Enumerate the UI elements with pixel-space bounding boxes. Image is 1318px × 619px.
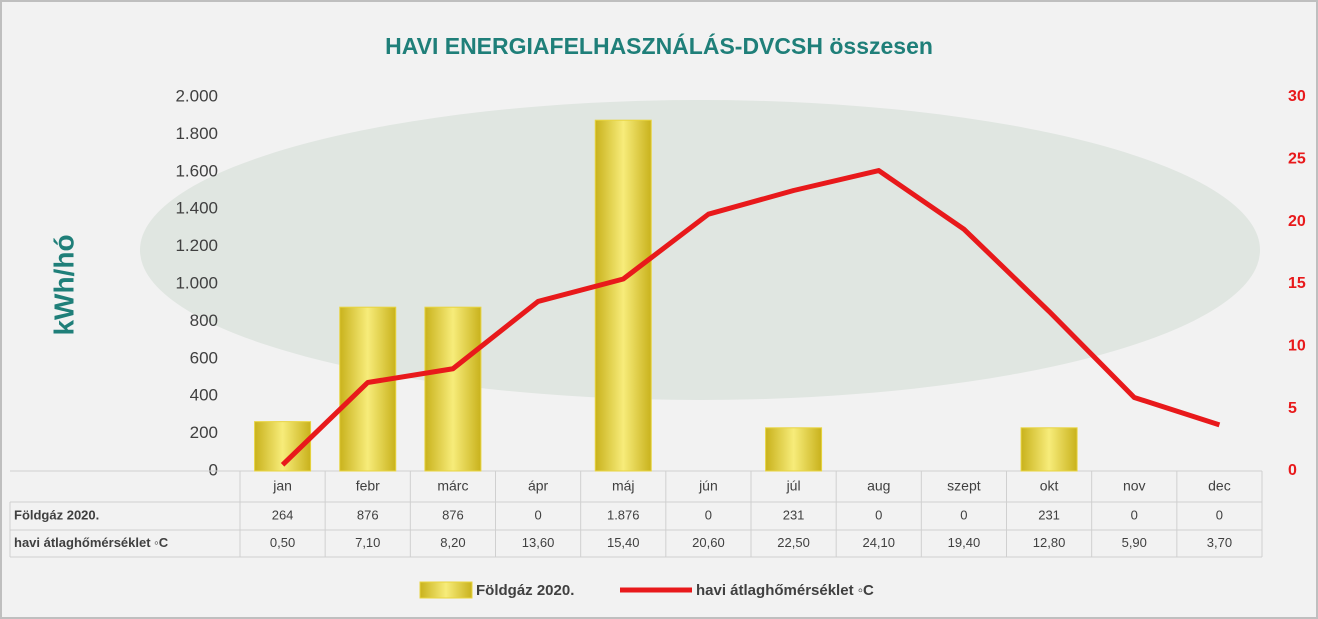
table-value: 8,20 bbox=[440, 535, 465, 550]
x-tick-label: máj bbox=[612, 478, 635, 494]
x-tick-label: márc bbox=[437, 478, 468, 494]
table-value: 0 bbox=[875, 507, 882, 522]
table-value: 12,80 bbox=[1033, 535, 1066, 550]
x-tick-label: febr bbox=[356, 478, 380, 494]
y-axis-label: kWh/hó bbox=[48, 234, 79, 335]
y-tick-label: 2.000 bbox=[175, 86, 218, 105]
y-tick-label: 1.400 bbox=[175, 199, 218, 218]
bar bbox=[1021, 428, 1077, 471]
x-tick-label: nov bbox=[1123, 478, 1146, 494]
chart-title: HAVI ENERGIAFELHASZNÁLÁS-DVCSH összesen bbox=[385, 32, 933, 59]
x-tick-label: jan bbox=[272, 478, 292, 494]
table-value: 876 bbox=[357, 507, 379, 522]
table-value: 20,60 bbox=[692, 535, 725, 550]
table-value: 13,60 bbox=[522, 535, 555, 550]
table-value: 1.876 bbox=[607, 507, 640, 522]
legend-swatch bbox=[420, 582, 472, 598]
table-value: 7,10 bbox=[355, 535, 380, 550]
y2-tick-label: 30 bbox=[1288, 88, 1306, 105]
y2-tick-label: 0 bbox=[1288, 462, 1297, 479]
x-tick-label: jún bbox=[698, 478, 718, 494]
y-tick-label: 400 bbox=[190, 386, 218, 405]
x-tick-label: ápr bbox=[528, 478, 549, 494]
y2-tick-label: 25 bbox=[1288, 151, 1306, 168]
table-value: 5,90 bbox=[1122, 535, 1147, 550]
legend-label: havi átlaghőmérséklet ◦C bbox=[696, 582, 874, 599]
table-value: 19,40 bbox=[948, 535, 981, 550]
table-row-label: Földgáz 2020. bbox=[14, 507, 99, 522]
table-value: 22,50 bbox=[777, 535, 810, 550]
x-tick-label: aug bbox=[867, 478, 890, 494]
table-value: 0 bbox=[1131, 507, 1138, 522]
table-value: 0 bbox=[534, 507, 541, 522]
table-value: 876 bbox=[442, 507, 464, 522]
table-value: 15,40 bbox=[607, 535, 640, 550]
bar bbox=[425, 307, 481, 471]
y2-tick-label: 20 bbox=[1288, 213, 1306, 230]
x-tick-label: szept bbox=[947, 478, 981, 494]
x-tick-label: okt bbox=[1040, 478, 1059, 494]
bar bbox=[340, 307, 396, 471]
y2-tick-label: 5 bbox=[1288, 400, 1297, 417]
bar bbox=[766, 428, 822, 471]
table-value: 264 bbox=[272, 507, 294, 522]
chart: HAVI ENERGIAFELHASZNÁLÁS-DVCSH összesen … bbox=[0, 0, 1318, 619]
y-tick-label: 1.800 bbox=[175, 124, 218, 143]
table-value: 231 bbox=[783, 507, 805, 522]
table-value: 0 bbox=[705, 507, 712, 522]
y-tick-label: 1.600 bbox=[175, 161, 218, 180]
y-tick-label: 600 bbox=[190, 348, 218, 367]
x-tick-label: júl bbox=[786, 478, 801, 494]
table-value: 0 bbox=[960, 507, 967, 522]
table-value: 0 bbox=[1216, 507, 1223, 522]
y2-tick-label: 10 bbox=[1288, 338, 1306, 355]
bar bbox=[595, 120, 651, 471]
y-tick-label: 200 bbox=[190, 423, 218, 442]
y-tick-label: 1.000 bbox=[175, 273, 218, 292]
table-value: 231 bbox=[1038, 507, 1060, 522]
y-tick-label: 800 bbox=[190, 311, 218, 330]
legend-label: Földgáz 2020. bbox=[476, 582, 574, 599]
y-tick-label: 0 bbox=[209, 460, 218, 479]
table-row-label: havi átlaghőmérséklet ◦C bbox=[14, 535, 169, 550]
table-value: 24,10 bbox=[862, 535, 895, 550]
x-tick-label: dec bbox=[1208, 478, 1231, 494]
y2-tick-label: 15 bbox=[1288, 275, 1306, 292]
table-value: 0,50 bbox=[270, 535, 295, 550]
table-value: 3,70 bbox=[1207, 535, 1232, 550]
y-tick-label: 1.200 bbox=[175, 236, 218, 255]
